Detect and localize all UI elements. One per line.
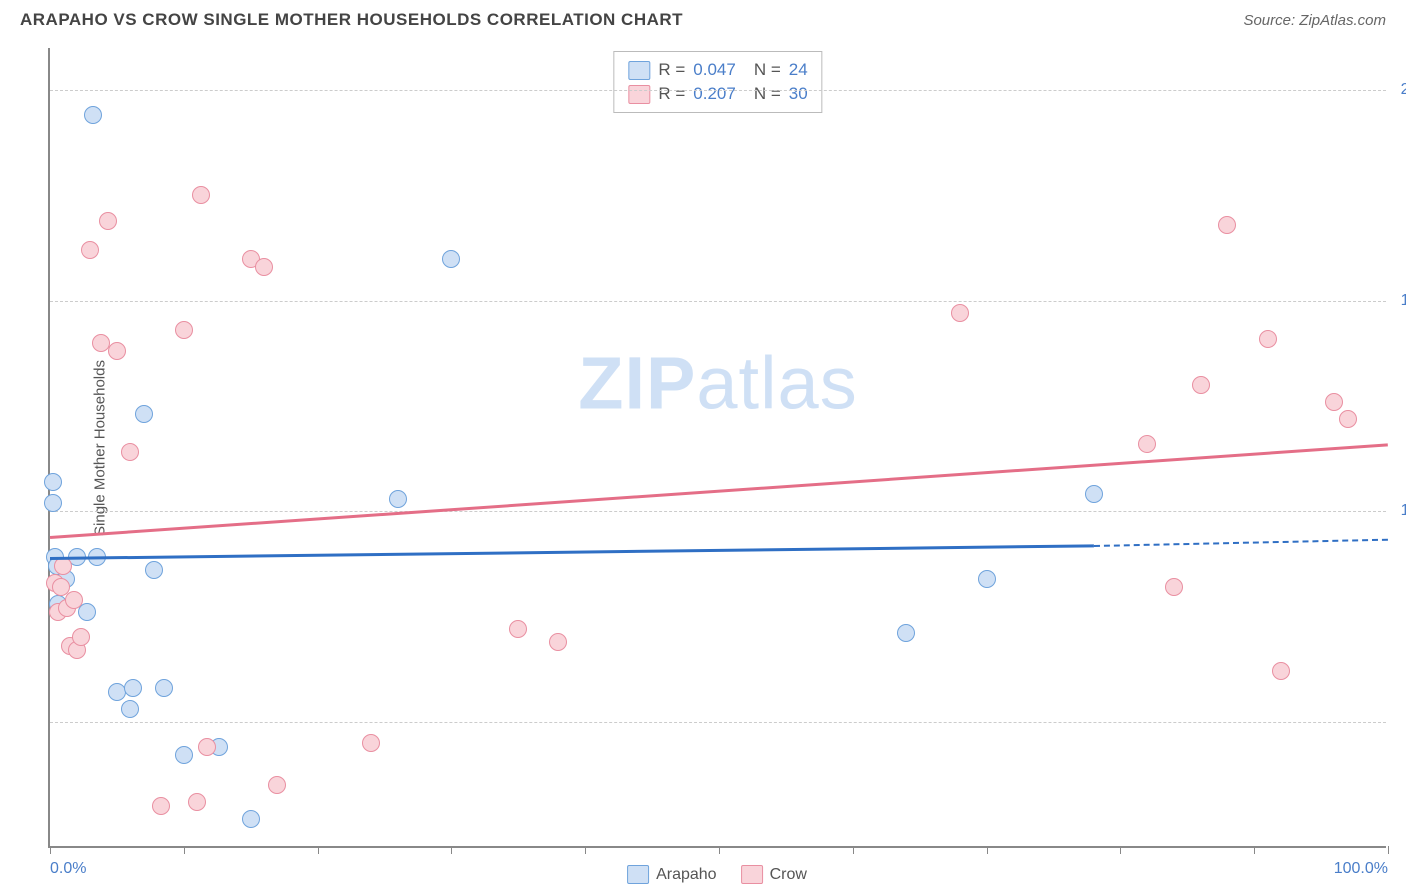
legend-r-label: R =: [658, 60, 685, 80]
legend-item: Arapaho: [627, 865, 717, 884]
x-tick: [184, 846, 185, 854]
legend-n-value: 24: [789, 60, 808, 80]
data-point: [1165, 578, 1183, 596]
legend-series-name: Crow: [770, 866, 807, 884]
legend-row: R = 0.207 N = 30: [628, 82, 807, 106]
data-point: [509, 620, 527, 638]
data-point: [442, 250, 460, 268]
x-tick: [50, 846, 51, 854]
legend-swatch: [628, 85, 650, 104]
data-point: [192, 186, 210, 204]
legend-r-value: 0.047: [693, 60, 736, 80]
data-point: [65, 591, 83, 609]
data-point: [54, 557, 72, 575]
data-point: [145, 561, 163, 579]
data-point: [1325, 393, 1343, 411]
data-point: [72, 628, 90, 646]
data-point: [188, 793, 206, 811]
y-tick-label: 20.0%: [1401, 81, 1406, 99]
stats-legend: R = 0.047 N = 24 R = 0.207 N = 30: [613, 51, 822, 113]
source-attribution: Source: ZipAtlas.com: [1243, 12, 1386, 29]
x-tick-label: 100.0%: [1334, 860, 1388, 878]
data-point: [135, 405, 153, 423]
data-point: [362, 734, 380, 752]
data-point: [175, 321, 193, 339]
data-point: [84, 106, 102, 124]
x-tick: [853, 846, 854, 854]
correlation-chart: Single Mother Households ZIPatlas R =0.0…: [48, 48, 1386, 848]
x-tick-label: 0.0%: [50, 860, 86, 878]
legend-swatch: [627, 865, 649, 884]
data-point: [897, 624, 915, 642]
data-point: [1085, 485, 1103, 503]
x-tick: [1388, 846, 1389, 854]
legend-series-name: Arapaho: [656, 866, 717, 884]
x-tick: [1120, 846, 1121, 854]
data-point: [78, 603, 96, 621]
x-tick: [987, 846, 988, 854]
data-point: [389, 490, 407, 508]
data-point: [175, 746, 193, 764]
series-legend: Arapaho Crow: [627, 865, 807, 884]
data-point: [155, 679, 173, 697]
y-tick-label: 15.0%: [1401, 292, 1406, 310]
x-tick: [318, 846, 319, 854]
trend-line: [50, 545, 1094, 560]
data-point: [1272, 662, 1290, 680]
data-point: [44, 473, 62, 491]
x-tick: [1254, 846, 1255, 854]
legend-swatch: [628, 61, 650, 80]
watermark: ZIPatlas: [578, 341, 857, 426]
page-title: ARAPAHO VS CROW SINGLE MOTHER HOUSEHOLDS…: [20, 10, 683, 30]
data-point: [121, 443, 139, 461]
gridline: [50, 722, 1386, 723]
data-point: [198, 738, 216, 756]
plot-area: ZIPatlas R =0.047N =24R =0.207N =30 5.0%…: [48, 48, 1386, 848]
y-tick-label: 10.0%: [1401, 502, 1406, 520]
x-tick: [451, 846, 452, 854]
data-point: [44, 494, 62, 512]
trend-line: [50, 444, 1388, 539]
legend-item: Crow: [741, 865, 807, 884]
legend-r-label: R =: [658, 84, 685, 104]
legend-n-label: N =: [754, 84, 781, 104]
data-point: [1339, 410, 1357, 428]
data-point: [242, 810, 260, 828]
gridline: [50, 301, 1386, 302]
data-point: [1259, 330, 1277, 348]
data-point: [1138, 435, 1156, 453]
legend-r-value: 0.207: [693, 84, 736, 104]
legend-swatch: [741, 865, 763, 884]
data-point: [124, 679, 142, 697]
x-tick: [585, 846, 586, 854]
gridline: [50, 511, 1386, 512]
legend-n-value: 30: [789, 84, 808, 104]
data-point: [152, 797, 170, 815]
data-point: [268, 776, 286, 794]
data-point: [121, 700, 139, 718]
data-point: [99, 212, 117, 230]
data-point: [81, 241, 99, 259]
legend-n-label: N =: [754, 60, 781, 80]
trend-line: [1094, 539, 1388, 547]
legend-row: R = 0.047 N = 24: [628, 58, 807, 82]
data-point: [255, 258, 273, 276]
data-point: [1192, 376, 1210, 394]
data-point: [108, 342, 126, 360]
data-point: [951, 304, 969, 322]
x-tick: [719, 846, 720, 854]
data-point: [978, 570, 996, 588]
gridline: [50, 90, 1386, 91]
data-point: [1218, 216, 1236, 234]
data-point: [549, 633, 567, 651]
